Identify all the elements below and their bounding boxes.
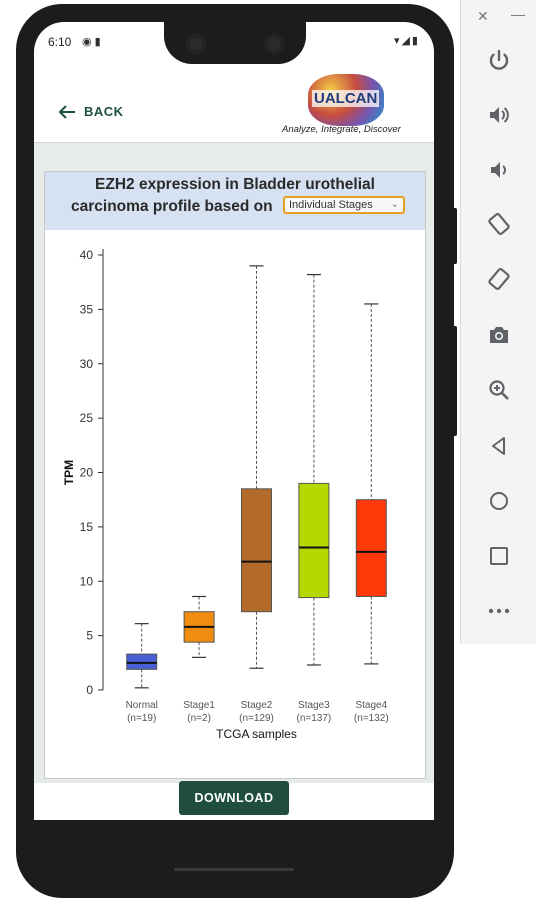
sample-size-label: (n=137) bbox=[297, 713, 332, 724]
box-normal bbox=[126, 653, 158, 670]
chevron-down-icon: ⌄ bbox=[390, 199, 399, 210]
minimize-icon[interactable]: — bbox=[511, 6, 525, 22]
more-icon[interactable] bbox=[483, 595, 515, 627]
camera-icon[interactable] bbox=[483, 319, 515, 351]
phone-chin bbox=[34, 820, 434, 880]
x-tick-label: Stage4 bbox=[355, 700, 387, 711]
box-stage3 bbox=[298, 482, 330, 599]
sample-size-label: (n=2) bbox=[187, 713, 211, 724]
back-button[interactable]: BACK bbox=[58, 104, 124, 119]
chart-card: EZH2 expression in Bladder urothelial ca… bbox=[44, 171, 426, 779]
sample-size-label: (n=129) bbox=[239, 713, 274, 724]
status-left-icons: ◉ ▮ bbox=[82, 36, 101, 48]
card-header: EZH2 expression in Bladder urothelial ca… bbox=[45, 172, 425, 230]
speaker-grille bbox=[174, 868, 294, 871]
arrow-back-icon bbox=[58, 104, 75, 119]
box-stage4 bbox=[355, 499, 387, 597]
y-tick-label: 35 bbox=[80, 302, 94, 316]
stage-select-value: Individual Stages bbox=[289, 199, 373, 211]
x-tick-label: Normal bbox=[126, 700, 158, 711]
back-label: BACK bbox=[84, 104, 124, 119]
close-icon[interactable]: ✕ bbox=[477, 8, 489, 24]
card-title-line2: carcinoma profile based on bbox=[71, 198, 273, 215]
logo-text: UALCAN bbox=[312, 90, 380, 107]
x-tick-label: Stage2 bbox=[241, 700, 273, 711]
emulator-toolbar: ✕ — bbox=[460, 0, 536, 644]
y-axis-label: TPM bbox=[62, 460, 76, 485]
front-camera-icon bbox=[186, 34, 206, 54]
home-icon[interactable] bbox=[483, 485, 515, 517]
status-right-icons: ▾◢▮ bbox=[393, 35, 420, 47]
sample-size-label: (n=132) bbox=[354, 713, 389, 724]
volume-up-icon[interactable] bbox=[483, 99, 515, 131]
rotate-right-icon[interactable] bbox=[483, 263, 515, 295]
logo-tagline: Analyze, Integrate, Discover bbox=[282, 124, 401, 135]
y-tick-label: 10 bbox=[80, 574, 94, 588]
power-side-button bbox=[452, 208, 457, 264]
ualcan-logo: UALCAN Analyze, Integrate, Discover bbox=[282, 72, 432, 140]
phone-screen: 6:10 ◉ ▮ ▾◢▮ BACK UALCAN Analyze, Integr… bbox=[34, 22, 434, 820]
volume-side-button bbox=[452, 326, 457, 436]
x-tick-label: Stage3 bbox=[298, 700, 330, 711]
y-tick-label: 5 bbox=[86, 629, 93, 643]
x-axis-label: TCGA samples bbox=[216, 727, 297, 741]
y-tick-label: 40 bbox=[80, 248, 94, 262]
overview-icon[interactable] bbox=[483, 540, 515, 572]
y-tick-label: 30 bbox=[80, 357, 94, 371]
toolbar-window-controls: ✕ — bbox=[461, 6, 536, 28]
box-stage2 bbox=[241, 488, 272, 613]
app-bar: BACK UALCAN Analyze, Integrate, Discover bbox=[34, 62, 434, 143]
volume-down-icon[interactable] bbox=[483, 154, 515, 186]
rotate-left-icon[interactable] bbox=[483, 208, 515, 240]
content-area: EZH2 expression in Bladder urothelial ca… bbox=[34, 143, 434, 783]
bottom-bar: DOWNLOAD bbox=[34, 781, 434, 820]
download-button[interactable]: DOWNLOAD bbox=[179, 781, 289, 815]
x-tick-label: Stage1 bbox=[183, 700, 215, 711]
y-tick-label: 20 bbox=[80, 466, 94, 480]
y-tick-label: 25 bbox=[80, 411, 94, 425]
camera-notch bbox=[164, 22, 306, 64]
front-sensor-icon bbox=[264, 34, 284, 54]
boxplot-chart: 0 5 10 15 20 25 30 35 40 TPM Normal (n=19) Stage1 (n=… bbox=[62, 248, 389, 741]
zoom-icon[interactable] bbox=[483, 374, 515, 406]
card-title-line1: EZH2 expression in Bladder urothelial bbox=[95, 176, 375, 193]
sample-size-label: (n=19) bbox=[127, 713, 156, 724]
power-icon[interactable] bbox=[483, 44, 515, 76]
y-tick-label: 0 bbox=[86, 683, 93, 697]
back-icon[interactable] bbox=[483, 430, 515, 462]
status-time: 6:10 bbox=[48, 35, 72, 49]
stage-select[interactable]: Individual Stages ⌄ bbox=[283, 196, 405, 214]
y-tick-label: 15 bbox=[80, 520, 94, 534]
